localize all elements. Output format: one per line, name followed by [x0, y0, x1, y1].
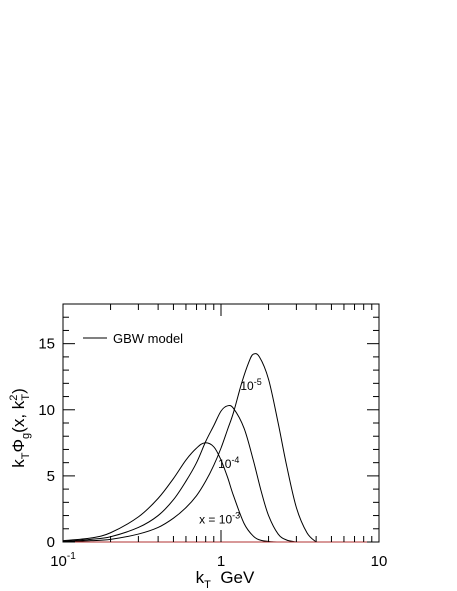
y-axis-title-sub2: g	[20, 433, 32, 439]
x-tick-label: 10	[371, 553, 388, 570]
series-label-base: 10	[219, 512, 233, 526]
y-axis-title-sub1: T	[20, 452, 32, 459]
series-label: 10-4	[218, 455, 239, 471]
x-axis-title-unit: GeV	[211, 568, 255, 587]
series-label-exp: -3	[232, 510, 240, 520]
x-tick-base: 10	[50, 553, 67, 570]
series-group	[62, 353, 317, 543]
legend-label: GBW model	[113, 331, 183, 346]
y-tick-label: 5	[47, 468, 55, 485]
y-axis-title-k: k	[9, 459, 28, 468]
x-axis-title-main: k	[196, 568, 205, 587]
y-axis-title-args: (x, k	[9, 400, 28, 433]
series-label-base: 10	[218, 457, 232, 471]
series-line	[62, 353, 317, 543]
x-tick-base: 1	[217, 553, 225, 570]
x-axis-title: kT GeV	[196, 568, 255, 591]
axes-frame	[62, 303, 380, 543]
y-axis-title-phi: Φ	[9, 439, 28, 453]
series-line	[62, 404, 297, 543]
x-tick-base: 10	[371, 553, 388, 570]
x-tick-label: 1	[217, 553, 225, 570]
x-tick-label: 10-1	[50, 551, 76, 570]
y-tick-label: 0	[47, 534, 55, 551]
series-label-exp: -5	[254, 377, 262, 387]
y-tick-label: 10	[38, 402, 55, 419]
plot-frame	[62, 303, 380, 543]
x-axis-title-sub: T	[204, 579, 211, 591]
y-axis-title-close: )	[9, 388, 28, 394]
series-label-exp: -4	[231, 455, 239, 465]
y-axis-title-sup: 2	[8, 395, 20, 401]
y-axis-title-sub3: T	[20, 394, 32, 401]
x-tick-exp: -1	[67, 551, 76, 562]
y-tick-label: 15	[38, 336, 55, 353]
series-label: 10-5	[240, 377, 261, 393]
series-label-base: 10	[240, 379, 254, 393]
series-label-prefix: x =	[199, 512, 219, 526]
series-label: x = 10-3	[199, 510, 240, 526]
series-line	[62, 442, 282, 543]
y-axis-title: kTΦg(x, k2T)	[8, 388, 32, 468]
